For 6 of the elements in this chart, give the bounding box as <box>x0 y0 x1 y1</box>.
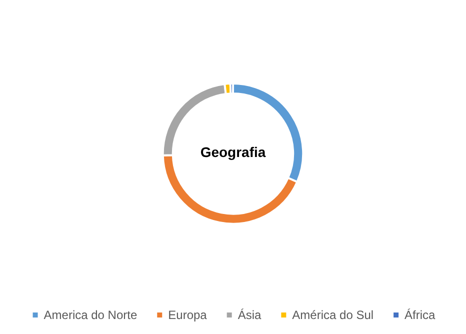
legend-label: Europa <box>168 308 208 322</box>
legend-label: África <box>404 308 436 322</box>
legend-label: America do Norte <box>44 308 138 322</box>
text: Geografia <box>200 144 266 160</box>
legend-label: Ásia <box>238 308 262 322</box>
legend-label: América do Sul <box>292 308 374 322</box>
